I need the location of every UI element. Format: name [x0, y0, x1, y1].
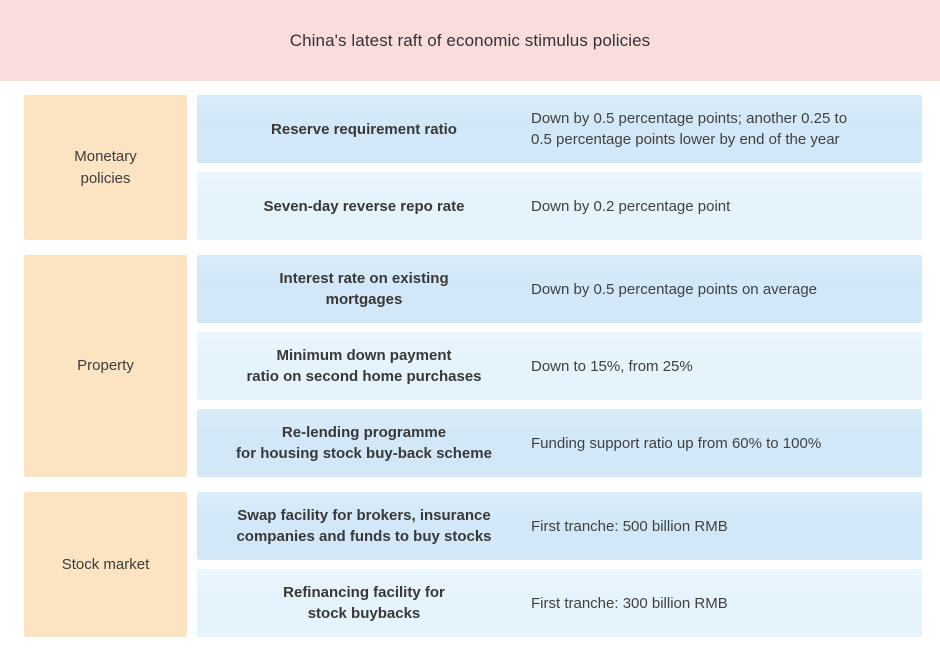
- policy-row: Swap facility for brokers, insurance com…: [197, 492, 922, 560]
- section-stock-market: Stock market Swap facility for brokers, …: [24, 492, 922, 637]
- policy-detail: First tranche: 500 billion RMB: [531, 517, 728, 535]
- policy-row: Refinancing facility for stock buybacks …: [197, 569, 922, 637]
- policy-name: Minimum down payment ratio on second hom…: [246, 347, 482, 385]
- category-label-property: Property: [24, 255, 187, 477]
- page-title: China's latest raft of economic stimulus…: [289, 30, 651, 50]
- policy-name: Swap facility for brokers, insurance com…: [236, 507, 492, 545]
- policy-detail: First tranche: 300 billion RMB: [531, 594, 728, 612]
- policy-name: Re-lending programme for housing stock b…: [236, 424, 492, 462]
- policy-name: Seven-day reverse repo rate: [263, 197, 465, 215]
- policy-detail: Funding support ratio up from 60% to 100…: [531, 434, 822, 452]
- policy-rows: Reserve requirement ratio Down by 0.5 pe…: [197, 95, 922, 240]
- header-banner: China's latest raft of economic stimulus…: [0, 0, 940, 81]
- policy-row: Seven-day reverse repo rate Down by 0.2 …: [197, 172, 922, 240]
- policy-rows: Interest rate on existing mortgages Down…: [197, 255, 922, 477]
- policy-row: Re-lending programme for housing stock b…: [197, 409, 922, 477]
- policy-name: Interest rate on existing mortgages: [279, 270, 449, 308]
- policy-row: Minimum down payment ratio on second hom…: [197, 332, 922, 400]
- policy-detail: Down by 0.5 percentage points on average: [531, 280, 818, 298]
- policy-row: Reserve requirement ratio Down by 0.5 pe…: [197, 95, 922, 163]
- policy-rows: Swap facility for brokers, insurance com…: [197, 492, 922, 637]
- section-monetary-policies: Monetary policies Reserve requirement ra…: [24, 95, 922, 240]
- policy-table: Monetary policies Reserve requirement ra…: [24, 95, 922, 637]
- policy-detail: Down to 15%, from 25%: [531, 357, 693, 375]
- policy-name: Refinancing facility for stock buybacks: [283, 584, 445, 622]
- category-label-stock-market: Stock market: [24, 492, 187, 637]
- policy-detail: Down by 0.2 percentage point: [531, 197, 731, 215]
- policy-name: Reserve requirement ratio: [271, 120, 457, 138]
- section-property: Property Interest rate on existing mortg…: [24, 255, 922, 477]
- policy-row: Interest rate on existing mortgages Down…: [197, 255, 922, 323]
- policy-detail: Down by 0.5 percentage points; another 0…: [531, 110, 848, 148]
- category-label-monetary-policies: Monetary policies: [24, 95, 187, 240]
